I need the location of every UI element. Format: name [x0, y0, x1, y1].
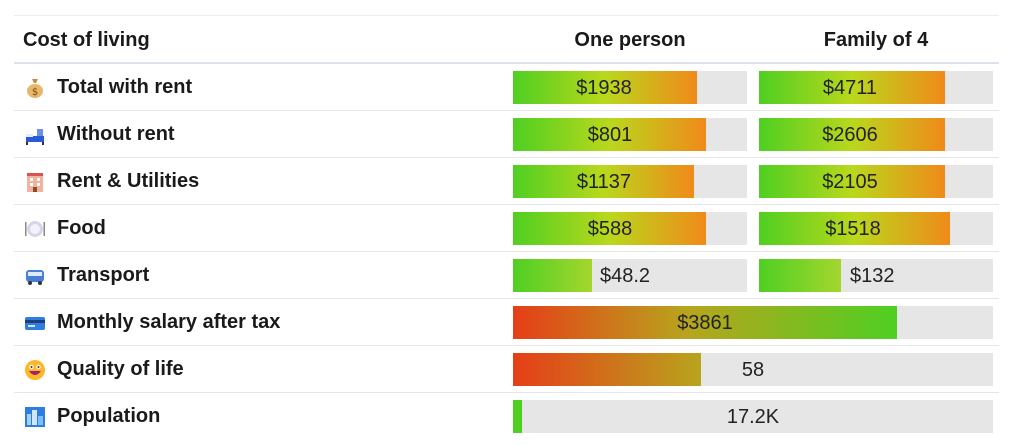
bar-value: $2105: [822, 171, 878, 193]
cityscape-icon: [24, 406, 46, 428]
row-transport: Transport $48.2 $132: [14, 252, 999, 299]
header-one-person: One person: [574, 29, 686, 51]
bar-quality-of-life: 58: [513, 353, 993, 386]
bar-fill: [513, 212, 706, 245]
row-monthly-salary: Monthly salary after tax $3861: [14, 299, 999, 346]
bar-value: $588: [587, 218, 633, 240]
bar-one-person: $1938: [513, 71, 747, 104]
bar-fill: [759, 71, 945, 104]
table-header: Cost of living One person Family of 4: [14, 16, 999, 64]
row-label: Total with rent: [57, 76, 193, 98]
plate-icon: [24, 218, 46, 240]
row-label: Monthly salary after tax: [57, 311, 281, 333]
bar-population: 17.2K: [513, 400, 993, 433]
smiley-icon: [24, 359, 46, 381]
bar-value: 58: [741, 359, 765, 381]
row-label: Quality of life: [57, 358, 184, 380]
bar-value: $2606: [822, 124, 878, 146]
bar-fill: [513, 306, 897, 339]
bar-one-person: $588: [513, 212, 747, 245]
bar-value: $1518: [825, 218, 881, 240]
bar-fill: [759, 165, 945, 198]
bed-icon: [24, 124, 46, 146]
bar-fill: [513, 71, 697, 104]
bar-fill: [513, 353, 701, 386]
bar-value: $132: [850, 265, 895, 287]
row-label: Without rent: [57, 123, 175, 145]
bar-value: $801: [587, 124, 633, 146]
row-population: Population 17.2K: [14, 393, 999, 439]
row-food: Food $588 $1518: [14, 205, 999, 252]
bar-value: $1938: [576, 77, 632, 99]
money-bag-icon: $: [24, 77, 46, 99]
row-without-rent: Without rent $801 $2606: [14, 111, 999, 158]
bar-family-of-4: $2105: [759, 165, 993, 198]
bar-value: $1137: [576, 171, 632, 193]
bus-icon: [24, 265, 46, 287]
row-quality-of-life: Quality of life 58: [14, 346, 999, 393]
row-rent-utilities: Rent & Utilities $1137 $2105: [14, 158, 999, 205]
bar-fill: [513, 165, 694, 198]
row-label: Rent & Utilities: [57, 170, 200, 192]
svg-text:$: $: [32, 87, 38, 98]
bar-value: $4711: [822, 77, 878, 99]
bar-value: $48.2: [600, 265, 651, 287]
bar-one-person: $48.2: [513, 259, 747, 292]
header-family-of-4: Family of 4: [823, 29, 929, 51]
bar-one-person: $801: [513, 118, 747, 151]
bar-fill: [513, 118, 706, 151]
bar-fill: [759, 118, 945, 151]
bar-family-of-4: $1518: [759, 212, 993, 245]
row-label: Population: [57, 405, 161, 427]
bar-family-of-4: $132: [759, 259, 993, 292]
credit-card-icon: [24, 312, 46, 334]
bar-salary: $3861: [513, 306, 993, 339]
cost-of-living-table: Cost of living One person Family of 4 $ …: [14, 15, 999, 439]
row-label: Transport: [57, 264, 150, 286]
bar-fill: [513, 259, 592, 292]
row-total-with-rent: $ Total with rent $1938 $4711: [14, 64, 999, 111]
bar-value: $3861: [677, 312, 733, 334]
bar-family-of-4: $4711: [759, 71, 993, 104]
bar-family-of-4: $2606: [759, 118, 993, 151]
row-label: Food: [57, 217, 106, 239]
bar-fill: [759, 212, 950, 245]
bar-value: 17.2K: [726, 406, 780, 428]
bar-fill: [759, 259, 841, 292]
bar-fill: [513, 400, 522, 433]
bar-one-person: $1137: [513, 165, 747, 198]
header-title: Cost of living: [23, 29, 150, 51]
building-icon: [24, 171, 46, 193]
